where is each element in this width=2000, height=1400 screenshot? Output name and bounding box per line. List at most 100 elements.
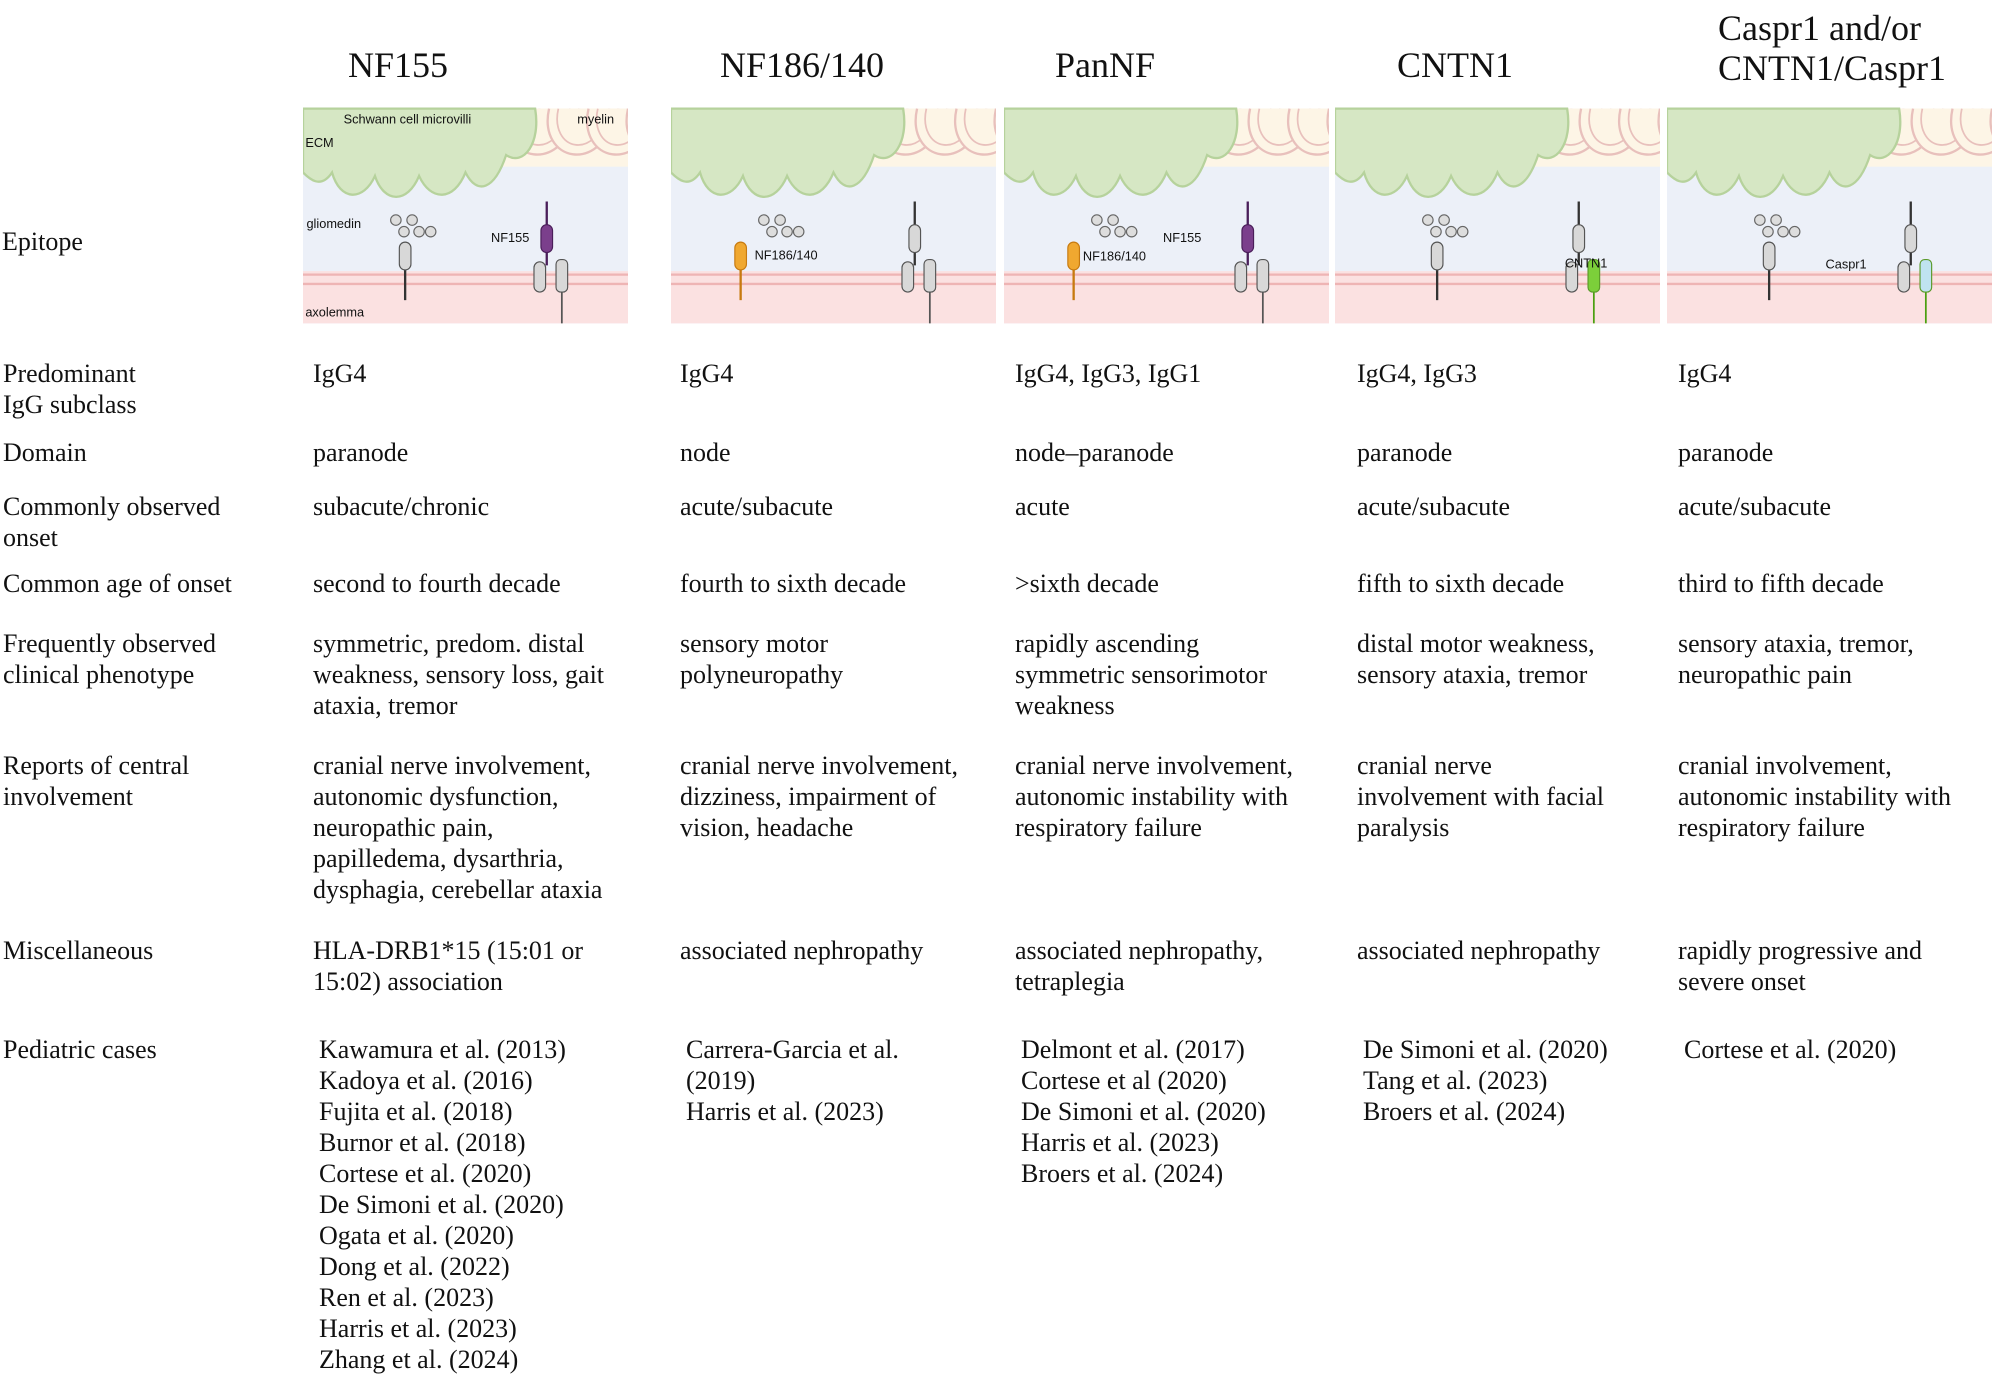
gliomedin-dot <box>424 225 437 238</box>
protein <box>533 261 547 293</box>
axolemma <box>1335 271 1660 324</box>
row-label: Domain <box>3 437 87 467</box>
protein <box>1897 261 1911 293</box>
cell-text: second to fourth decade <box>313 568 561 598</box>
protein <box>398 241 412 271</box>
cell-text: Fujita et al. (2018) <box>319 1096 513 1126</box>
cell-text: Harris et al. (2023) <box>686 1096 884 1126</box>
gliomedin-dot <box>1422 214 1434 226</box>
gliomedin-dot <box>1125 225 1138 238</box>
myelin-loop <box>1657 108 1660 136</box>
cell-text: associated nephropathy, <box>1015 935 1264 965</box>
protein <box>1565 261 1579 293</box>
cell-text: vision, headache <box>680 812 854 842</box>
cell-text: HLA-DRB1*15 (15:01 or <box>313 935 584 965</box>
gliomedin-dot <box>1762 225 1774 238</box>
diagram-label: NF155 <box>1163 230 1201 245</box>
cell-text: ataxia, tremor <box>313 690 458 720</box>
cell-text: acute/subacute <box>680 491 834 521</box>
cell-text: Dong et al. (2022) <box>319 1251 510 1281</box>
myelin-loop <box>993 108 996 136</box>
protein <box>1762 241 1776 271</box>
cell-text: associated nephropathy <box>680 935 924 965</box>
epitope-diagram: CNTN1 <box>1335 107 1660 324</box>
cell-text: severe onset <box>1678 966 1806 996</box>
cell-text: cranial nerve involvement, <box>680 750 958 780</box>
cell-text: IgG4 <box>680 358 734 388</box>
gliomedin-dot <box>1430 225 1442 238</box>
cell-text: Delmont et al. (2017) <box>1021 1034 1245 1064</box>
gliomedin-dot <box>1114 225 1126 238</box>
gliomedin-dot <box>1445 225 1457 238</box>
cell-text: Cortese et al (2020) <box>1021 1065 1227 1095</box>
cell-text: sensory ataxia, tremor, <box>1678 628 1914 658</box>
cell-text: (2019) <box>686 1065 756 1095</box>
cell-text: >sixth decade <box>1015 568 1159 598</box>
protein <box>908 224 922 254</box>
myelin-loop <box>1326 108 1329 136</box>
cell-text: third to fifth decade <box>1678 568 1884 598</box>
diagram-label: NF186/140 <box>755 247 818 262</box>
gliomedin-dot <box>406 214 418 226</box>
schwann-microvilli <box>1667 107 1902 198</box>
gliomedin-dot <box>1456 225 1469 238</box>
cell-text: tetraplegia <box>1015 966 1125 996</box>
row-label: onset <box>3 522 58 552</box>
cell-text: De Simoni et al. (2020) <box>1021 1096 1266 1126</box>
cell-text: cranial nerve involvement, <box>1015 750 1293 780</box>
cell-text: IgG4 <box>313 358 367 388</box>
myelin-loop <box>963 108 996 146</box>
epitope-diagram: NF186/140 <box>671 107 996 324</box>
cell-text: sensory motor <box>680 628 829 658</box>
gliomedin-dot <box>1091 214 1103 226</box>
diagram-label: CNTN1 <box>1565 256 1608 271</box>
cell-text: rapidly ascending <box>1015 628 1200 658</box>
cell-text: paranode <box>1357 437 1453 467</box>
cell-text: Burnor et al. (2018) <box>319 1127 526 1157</box>
protein <box>1430 241 1444 271</box>
myelin-loop <box>595 108 628 146</box>
row-label: clinical phenotype <box>3 659 195 689</box>
cell-text: De Simoni et al. (2020) <box>319 1189 564 1219</box>
cell-text: autonomic instability with <box>1015 781 1288 811</box>
protein <box>1256 258 1270 293</box>
gliomedin-dot <box>1770 214 1782 226</box>
protein <box>1241 224 1255 254</box>
cell-text: paralysis <box>1357 812 1450 842</box>
myelin-loop <box>1627 108 1660 146</box>
gliomedin-dot <box>766 225 778 238</box>
column-header: NF155 <box>348 45 449 85</box>
myelin-loop <box>1959 108 1992 146</box>
protein <box>540 224 554 254</box>
cell-text: IgG4 <box>1678 358 1732 388</box>
column-header: Caspr1 and/or <box>1718 8 1921 48</box>
cell-text: cranial nerve involvement, <box>313 750 591 780</box>
row-label: Epitope <box>2 226 83 256</box>
protein <box>1904 224 1918 254</box>
cell-text: Tang et al. (2023) <box>1363 1065 1548 1095</box>
cell-text: polyneuropathy <box>680 659 844 689</box>
row-label: Predominant <box>3 358 136 388</box>
cell-text: subacute/chronic <box>313 491 490 521</box>
cell-text: dizziness, impairment of <box>680 781 937 811</box>
gliomedin-dot <box>774 214 786 226</box>
epitope-diagram: NF155 NF186/140 <box>1004 107 1329 324</box>
myelin-loop <box>625 108 628 136</box>
gliomedin-dot <box>781 225 793 238</box>
cell-text: Broers et al. (2024) <box>1363 1096 1566 1126</box>
cell-text: IgG4, IgG3, IgG1 <box>1015 358 1202 388</box>
cell-text: fourth to sixth decade <box>680 568 906 598</box>
cell-text: Harris et al. (2023) <box>319 1313 517 1343</box>
schwann-microvilli <box>671 107 906 198</box>
cell-text: acute <box>1015 491 1070 521</box>
axolemma <box>671 271 996 324</box>
schwann-microvilli <box>1004 107 1239 198</box>
myelin-loop <box>1296 108 1329 146</box>
cell-text: sensory ataxia, tremor <box>1357 659 1588 689</box>
cell-text: Kadoya et al. (2016) <box>319 1065 533 1095</box>
cell-text: neuropathic pain, <box>313 812 494 842</box>
cell-text: acute/subacute <box>1678 491 1832 521</box>
diagram-label: NF186/140 <box>1083 249 1146 264</box>
cell-text: involvement with facial <box>1357 781 1604 811</box>
cell-text: paranode <box>1678 437 1774 467</box>
